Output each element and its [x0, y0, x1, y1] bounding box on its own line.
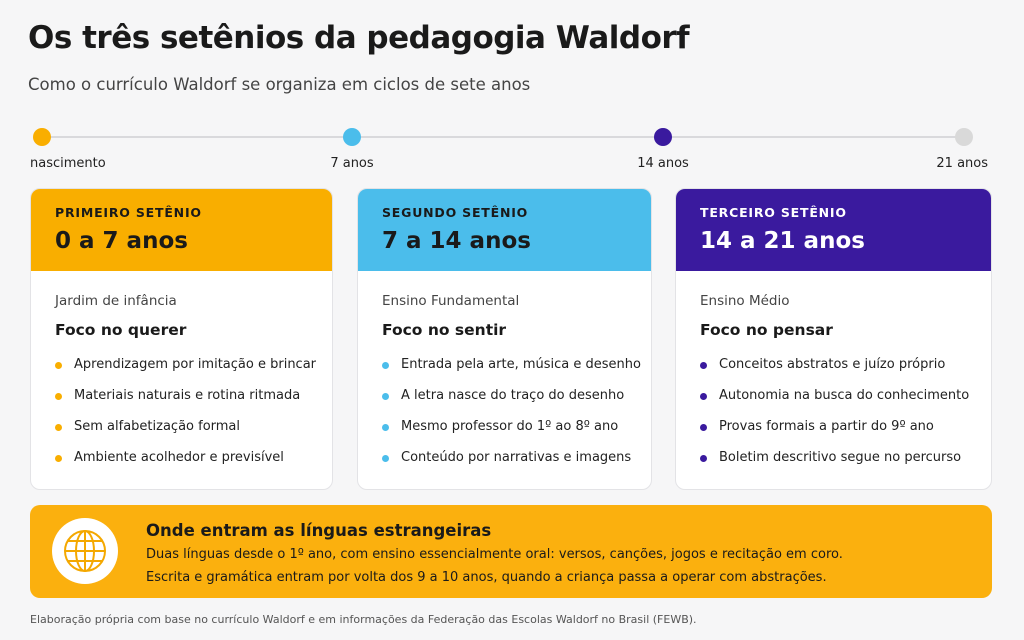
card-item: Ambiente acolhedor e previsível [55, 450, 332, 481]
stage-card: PRIMEIRO SETÊNIO 0 a 7 anos Jardim de infâ… [30, 188, 333, 490]
timeline-label: 7 anos [330, 156, 374, 171]
card-stage: Ensino Fundamental [382, 293, 520, 309]
card-header: SEGUNDO SETÊNIO 7 a 14 anos [358, 189, 651, 271]
card-item: Autonomia na busca do conhecimento [700, 388, 991, 419]
card-range: 0 a 7 anos [55, 228, 188, 254]
card-item: Conteúdo por narrativas e imagens [382, 450, 651, 481]
timeline-label: 21 anos [936, 156, 988, 171]
timeline-label: 14 anos [637, 156, 689, 171]
card-item: Conceitos abstratos e juízo próprio [700, 357, 991, 388]
card-label: TERCEIRO SETÊNIO [700, 205, 847, 220]
card-label: SEGUNDO SETÊNIO [382, 205, 529, 220]
globe [64, 530, 106, 572]
card-header: TERCEIRO SETÊNIO 14 a 21 anos [676, 189, 991, 271]
card-label: PRIMEIRO SETÊNIO [55, 205, 202, 220]
subtitle: Como o currículo Waldorf se organiza em … [28, 75, 531, 94]
card-stage: Ensino Médio [700, 293, 790, 309]
callout-line: Escrita e gramática entram por volta dos… [146, 570, 827, 585]
timeline-dot [343, 128, 361, 146]
timeline-line [42, 136, 964, 138]
card-item: Materiais naturais e rotina ritmada [55, 388, 332, 419]
timeline-dot [33, 128, 51, 146]
globe-icon [52, 518, 118, 584]
card-focus: Foco no sentir [382, 321, 507, 339]
callout: Onde entram as línguas estrangeiras Duas… [30, 505, 992, 598]
card-header: PRIMEIRO SETÊNIO 0 a 7 anos [31, 189, 332, 271]
card-list: Conceitos abstratos e juízo próprio Auton… [700, 357, 991, 481]
card-item: Entrada pela arte, música e desenho [382, 357, 651, 388]
footnote: Elaboração própria com base no currículo… [30, 613, 697, 626]
callout-line: Duas línguas desde o 1º ano, com ensino … [146, 547, 843, 562]
card-item: A letra nasce do traço do desenho [382, 388, 651, 419]
title: Os três setênios da pedagogia Waldorf [28, 20, 690, 56]
stage-card: SEGUNDO SETÊNIO 7 a 14 anos Ensino Fundame… [357, 188, 652, 490]
card-item: Mesmo professor do 1º ao 8º ano [382, 419, 651, 450]
card-item: Aprendizagem por imitação e brincar [55, 357, 332, 388]
stage-card: TERCEIRO SETÊNIO 14 a 21 anos Ensino Médio… [675, 188, 992, 490]
card-focus: Foco no pensar [700, 321, 833, 339]
card-item: Boletim descritivo segue no percurso [700, 450, 991, 481]
card-item: Sem alfabetização formal [55, 419, 332, 450]
callout-title: Onde entram as línguas estrangeiras [146, 521, 492, 540]
timeline-dot [955, 128, 973, 146]
card-stage: Jardim de infância [55, 293, 177, 309]
card-focus: Foco no querer [55, 321, 187, 339]
timeline-label: nascimento [30, 156, 106, 171]
card-list: Aprendizagem por imitação e brincar Mater… [55, 357, 332, 481]
card-range: 14 a 21 anos [700, 228, 865, 254]
card-range: 7 a 14 anos [382, 228, 531, 254]
card-list: Entrada pela arte, música e desenho A let… [382, 357, 651, 481]
card-item: Provas formais a partir do 9º ano [700, 419, 991, 450]
timeline-dot [654, 128, 672, 146]
